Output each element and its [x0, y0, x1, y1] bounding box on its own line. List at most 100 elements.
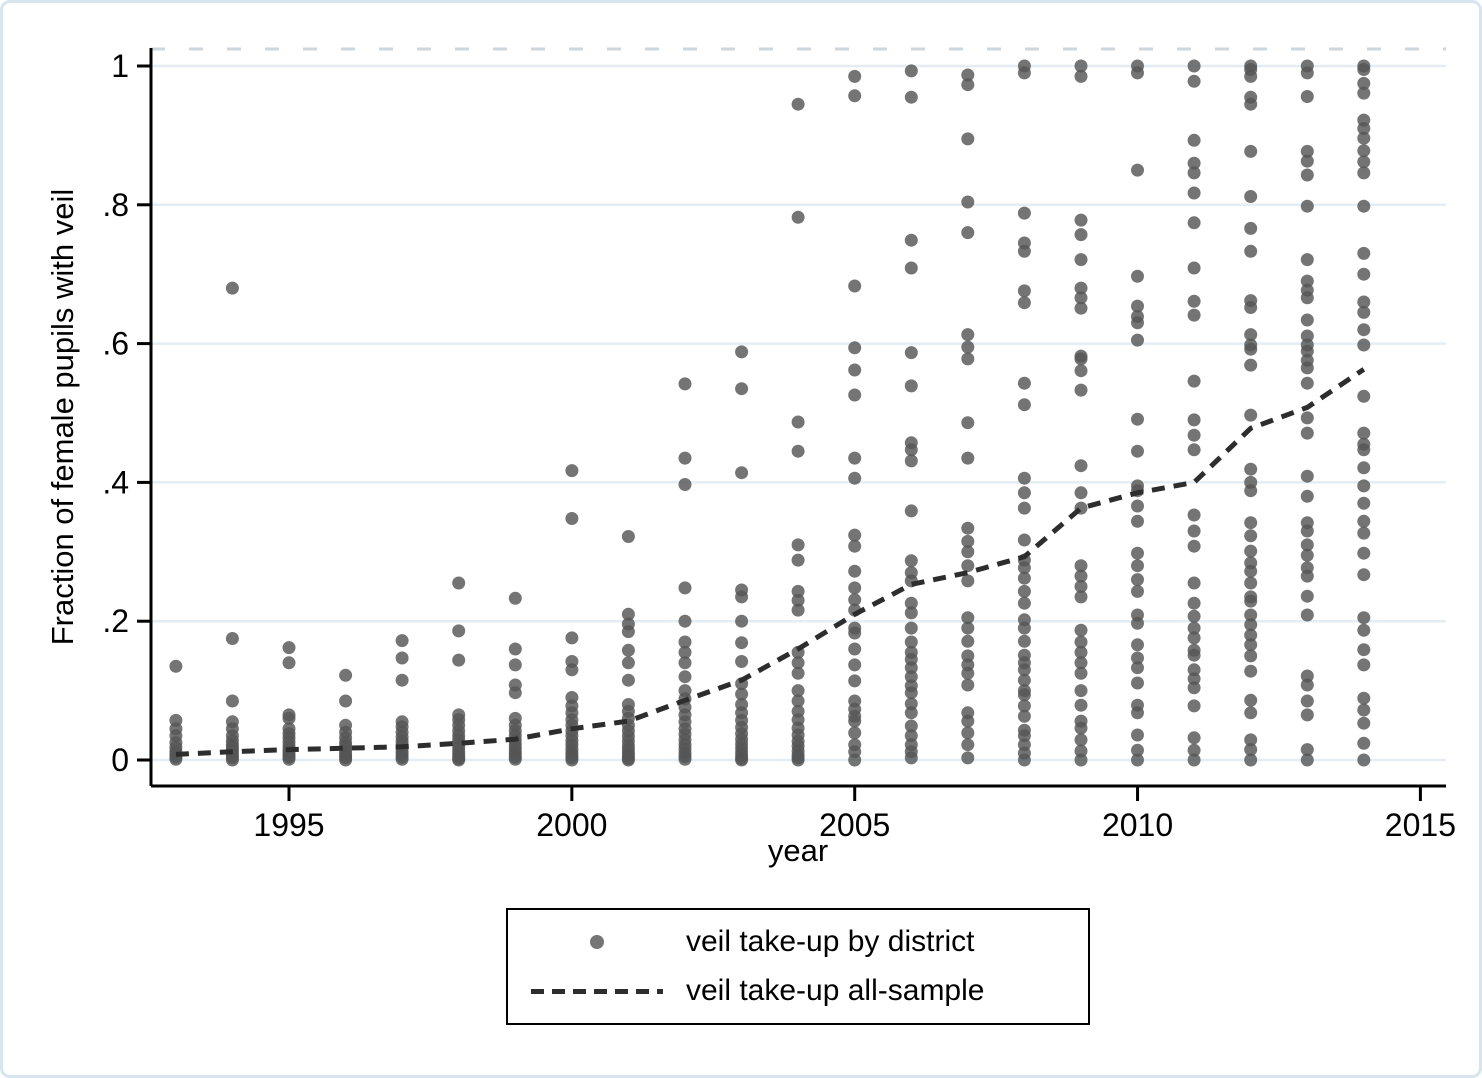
data-point	[1357, 199, 1371, 213]
data-point	[735, 687, 749, 701]
data-point	[1074, 352, 1088, 366]
data-point	[1017, 709, 1031, 723]
data-point	[678, 645, 692, 659]
data-point	[1300, 411, 1314, 425]
data-point	[1131, 706, 1144, 720]
data-point	[1131, 661, 1144, 675]
data-point	[1244, 638, 1258, 652]
data-point	[1131, 728, 1144, 742]
data-point	[1131, 546, 1144, 560]
data-point	[1131, 651, 1144, 665]
data-point	[1244, 328, 1258, 342]
data-point	[904, 686, 918, 700]
x-tick-label: 2005	[819, 807, 890, 843]
data-point	[961, 726, 975, 740]
data-point	[1244, 69, 1258, 83]
data-point	[1187, 621, 1201, 635]
data-point	[1357, 144, 1371, 158]
data-point	[1357, 86, 1371, 100]
data-point	[1131, 269, 1144, 283]
data-point	[961, 559, 975, 573]
data-point	[1074, 569, 1088, 583]
data-point	[508, 686, 522, 700]
data-point	[1074, 59, 1088, 73]
data-point	[961, 132, 975, 146]
data-point	[904, 661, 918, 675]
data-point	[1074, 623, 1088, 637]
data-point	[1187, 576, 1201, 590]
data-point	[225, 632, 239, 645]
data-point	[1244, 743, 1258, 757]
data-point	[1244, 244, 1258, 258]
data-point	[1244, 462, 1258, 476]
data-point	[1017, 621, 1031, 635]
x-tick-label: 2010	[1102, 807, 1173, 843]
data-point	[735, 466, 749, 480]
data-point	[848, 528, 862, 542]
data-point	[1244, 608, 1258, 622]
data-point	[678, 656, 692, 670]
legend-label: veil take-up all-sample	[686, 974, 985, 1007]
legend: veil take-up by district veil take-up al…	[506, 908, 1090, 1025]
data-point	[1074, 635, 1088, 649]
data-point	[735, 655, 749, 668]
data-point	[1300, 274, 1314, 288]
data-point	[848, 89, 862, 103]
data-point	[1357, 122, 1371, 135]
data-point	[1187, 156, 1201, 170]
data-point	[904, 729, 918, 743]
data-point	[1357, 63, 1371, 76]
data-point	[1187, 609, 1201, 623]
data-point	[1131, 299, 1144, 313]
data-point	[1357, 568, 1371, 582]
data-point	[452, 753, 466, 767]
data-point	[1357, 611, 1371, 625]
data-point	[904, 504, 918, 518]
data-point	[1131, 514, 1144, 528]
data-point	[1131, 333, 1144, 347]
y-tick-label: .2	[102, 603, 129, 639]
data-point	[1131, 559, 1144, 573]
data-point	[1357, 389, 1371, 403]
data-point	[961, 666, 975, 680]
data-point	[621, 607, 635, 621]
data-point	[791, 97, 805, 111]
data-point	[225, 281, 239, 295]
data-point	[169, 659, 183, 673]
data-point	[904, 596, 918, 610]
data-point	[1300, 313, 1314, 327]
data-point	[961, 714, 975, 728]
data-point	[1074, 645, 1088, 659]
data-point	[1187, 166, 1201, 180]
data-point	[1017, 663, 1031, 677]
data-point	[1074, 580, 1088, 593]
data-point	[904, 443, 918, 457]
data-point	[1187, 59, 1201, 73]
data-point	[904, 697, 918, 711]
data-point	[848, 363, 862, 377]
data-point	[1244, 544, 1258, 558]
y-tick-label: .4	[102, 464, 129, 500]
data-point	[565, 464, 579, 478]
data-point	[1244, 342, 1258, 356]
data-point	[904, 621, 918, 635]
data-point	[735, 636, 749, 650]
data-point	[1357, 703, 1371, 717]
data-point	[1300, 199, 1314, 213]
data-point	[1300, 144, 1314, 158]
x-axis-title: year	[767, 833, 829, 868]
data-point	[1187, 216, 1201, 230]
data-point	[904, 379, 918, 393]
data-point	[678, 451, 692, 465]
data-point	[791, 538, 805, 552]
data-point	[1017, 501, 1031, 515]
data-point	[1357, 496, 1371, 510]
data-point	[961, 634, 975, 648]
data-point	[1017, 398, 1031, 412]
trend-line	[175, 367, 1366, 757]
data-point	[791, 444, 805, 458]
data-point	[621, 625, 635, 639]
data-point	[1244, 618, 1258, 632]
data-point	[1131, 638, 1144, 652]
data-point	[1074, 684, 1088, 698]
